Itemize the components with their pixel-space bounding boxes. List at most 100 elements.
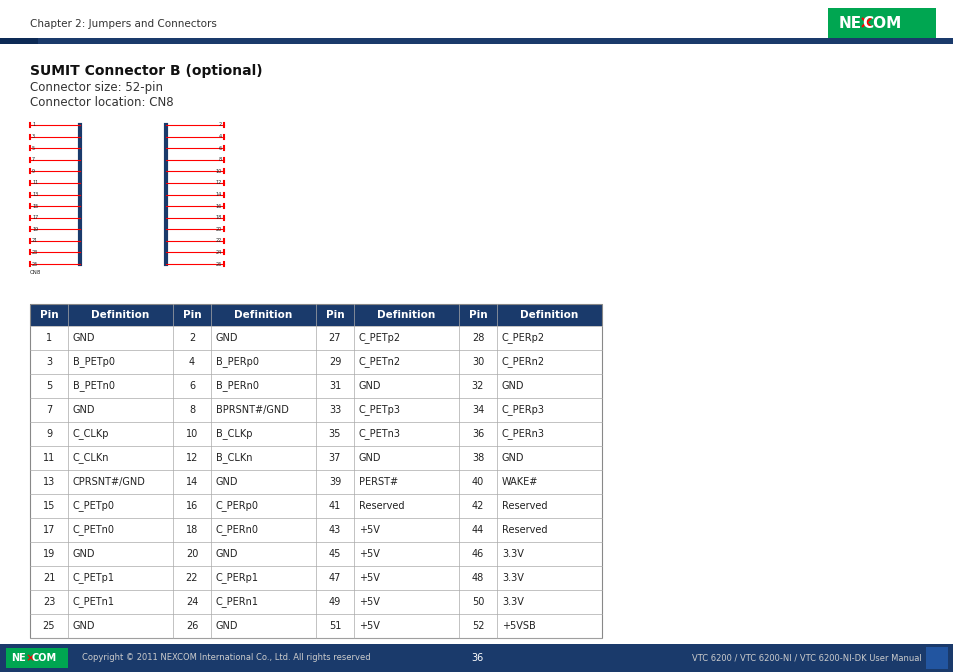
Text: 1: 1	[46, 333, 52, 343]
Text: 6: 6	[218, 146, 222, 151]
Text: GND: GND	[358, 381, 381, 391]
Text: C_PERn2: C_PERn2	[501, 357, 544, 368]
Text: 16: 16	[186, 501, 198, 511]
Text: GND: GND	[73, 549, 95, 559]
Bar	[30, 542, 601, 566]
Text: Reserved: Reserved	[501, 525, 547, 535]
Text: Definition: Definition	[377, 310, 436, 320]
Text: C_PETp1: C_PETp1	[73, 573, 115, 583]
Bar	[30, 614, 601, 638]
Text: 46: 46	[472, 549, 483, 559]
Bar	[925, 647, 947, 669]
Text: C_PERp0: C_PERp0	[215, 501, 258, 511]
Text: C_CLKn: C_CLKn	[73, 452, 110, 464]
Text: 32: 32	[472, 381, 484, 391]
Text: 3.3V: 3.3V	[501, 549, 523, 559]
Text: Definition: Definition	[234, 310, 293, 320]
Text: 48: 48	[472, 573, 483, 583]
Text: 36: 36	[471, 653, 482, 663]
Text: 13: 13	[43, 477, 55, 487]
Text: PERST#: PERST#	[358, 477, 397, 487]
Text: 43: 43	[329, 525, 341, 535]
Text: Pin: Pin	[325, 310, 344, 320]
Text: GND: GND	[358, 453, 381, 463]
Text: 13: 13	[32, 192, 38, 197]
Text: Definition: Definition	[519, 310, 578, 320]
Text: 1: 1	[32, 122, 35, 128]
Text: 36: 36	[472, 429, 483, 439]
Text: 6: 6	[189, 381, 194, 391]
Text: NE: NE	[11, 653, 27, 663]
Bar	[28, 117, 228, 282]
Text: COM: COM	[862, 15, 901, 30]
Text: 49: 49	[329, 597, 341, 607]
Text: GND: GND	[215, 333, 238, 343]
Text: C_PERp2: C_PERp2	[501, 333, 544, 343]
Text: SUMIT Connector B (optional): SUMIT Connector B (optional)	[30, 64, 262, 78]
Text: C_PETn2: C_PETn2	[358, 357, 400, 368]
Text: 3.3V: 3.3V	[501, 597, 523, 607]
Bar	[30, 518, 601, 542]
Text: 4: 4	[189, 357, 194, 367]
Text: 11: 11	[32, 180, 38, 185]
Text: Reserved: Reserved	[501, 501, 547, 511]
Bar	[0, 38, 953, 44]
Text: GND: GND	[73, 333, 95, 343]
Text: C_PETn3: C_PETn3	[358, 429, 400, 439]
Bar	[827, 8, 935, 38]
Text: GND: GND	[501, 453, 524, 463]
Bar	[30, 470, 601, 494]
Text: 5: 5	[46, 381, 52, 391]
Text: 7: 7	[46, 405, 52, 415]
Text: 45: 45	[329, 549, 341, 559]
Text: B_PETp0: B_PETp0	[73, 357, 115, 368]
Text: 34: 34	[472, 405, 483, 415]
Text: 21: 21	[32, 239, 38, 243]
Text: 20: 20	[186, 549, 198, 559]
Text: GND: GND	[215, 549, 238, 559]
Text: 16: 16	[215, 204, 222, 208]
Text: C_PERp1: C_PERp1	[215, 573, 258, 583]
Text: 41: 41	[329, 501, 341, 511]
Text: 33: 33	[329, 405, 341, 415]
Text: 27: 27	[329, 333, 341, 343]
Bar	[30, 350, 601, 374]
Bar	[30, 446, 601, 470]
Text: Pin: Pin	[40, 310, 58, 320]
Text: 8: 8	[218, 157, 222, 162]
Text: 8: 8	[189, 405, 194, 415]
Text: ×: ×	[26, 653, 34, 663]
Text: C_PERn0: C_PERn0	[215, 525, 258, 536]
Text: 3: 3	[46, 357, 52, 367]
Bar	[30, 422, 601, 446]
Text: 26: 26	[215, 261, 222, 267]
Text: 51: 51	[329, 621, 341, 631]
Text: 26: 26	[186, 621, 198, 631]
Text: 23: 23	[43, 597, 55, 607]
Text: NE: NE	[838, 15, 861, 30]
Text: 31: 31	[329, 381, 341, 391]
Text: 12: 12	[186, 453, 198, 463]
Text: 10: 10	[186, 429, 198, 439]
Text: 30: 30	[472, 357, 483, 367]
Text: 21: 21	[43, 573, 55, 583]
Text: C_PETn0: C_PETn0	[73, 525, 115, 536]
Text: 38: 38	[472, 453, 483, 463]
Bar	[0, 644, 953, 672]
Text: 20: 20	[215, 226, 222, 232]
Bar	[6, 648, 68, 668]
Text: 24: 24	[186, 597, 198, 607]
Text: 3: 3	[32, 134, 35, 139]
Text: C_PERp3: C_PERp3	[501, 405, 544, 415]
Text: Chapter 2: Jumpers and Connectors: Chapter 2: Jumpers and Connectors	[30, 19, 216, 29]
Text: 39: 39	[329, 477, 341, 487]
Text: C_CLKp: C_CLKp	[73, 429, 110, 439]
Text: CPRSNT#/GND: CPRSNT#/GND	[73, 477, 146, 487]
Text: 14: 14	[186, 477, 198, 487]
Text: GND: GND	[501, 381, 524, 391]
Bar	[0, 38, 38, 44]
Text: GND: GND	[215, 621, 238, 631]
Bar	[30, 374, 601, 398]
Text: Connector location: CN8: Connector location: CN8	[30, 95, 173, 108]
Text: GND: GND	[73, 405, 95, 415]
